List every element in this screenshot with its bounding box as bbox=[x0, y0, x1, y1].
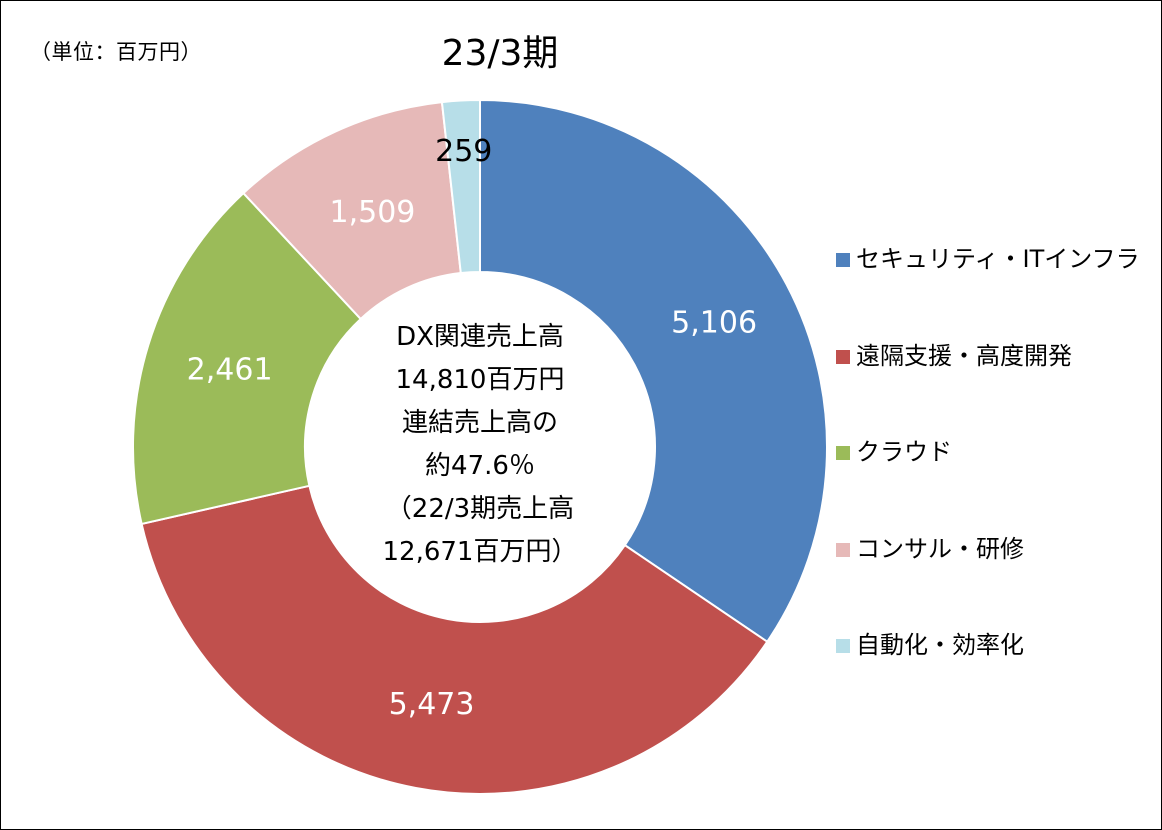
data-label-security: 5,106 bbox=[671, 305, 757, 340]
legend-item-security: セキュリティ・ITインフラ bbox=[836, 240, 1156, 337]
donut-center-text: DX関連売上高 14,810百万円 連結売上高の 約47.6％ （22/3期売上… bbox=[340, 316, 620, 574]
unit-label: （単位：百万円） bbox=[30, 40, 202, 64]
donut-slice-cloud bbox=[132, 191, 363, 526]
center-line-4: 約47.6％ bbox=[425, 451, 535, 481]
legend-item-automation: 自動化・効率化 bbox=[836, 626, 1156, 723]
data-label-cloud: 2,461 bbox=[187, 352, 273, 387]
legend-swatch-automation bbox=[836, 639, 850, 653]
legend-label-consulting: コンサル・研修 bbox=[856, 534, 1024, 563]
center-line-5: （22/3期売上高 bbox=[385, 494, 575, 524]
legend-label-remote-support: 遠隔支援・高度開発 bbox=[856, 341, 1072, 370]
donut-slice-security bbox=[479, 98, 828, 644]
center-line-2: 14,810百万円 bbox=[395, 365, 565, 395]
chart-title: 23/3期 bbox=[441, 33, 559, 74]
legend-swatch-remote-support bbox=[836, 349, 850, 364]
legend-swatch-cloud bbox=[836, 446, 850, 460]
legend-label-cloud: クラウド bbox=[856, 438, 952, 466]
legend-item-consulting: コンサル・研修 bbox=[836, 530, 1156, 627]
data-label-automation: 259 bbox=[435, 134, 492, 169]
legend-item-cloud: クラウド bbox=[836, 433, 1156, 530]
donut-slice-remote-support bbox=[140, 484, 769, 795]
legend-swatch-consulting bbox=[836, 542, 850, 557]
donut-slices bbox=[132, 98, 828, 795]
chart-legend: セキュリティ・ITインフラ 遠隔支援・高度開発 クラウド コンサル・研修 自動化… bbox=[836, 240, 1156, 723]
data-label-consulting: 1,509 bbox=[329, 195, 415, 230]
center-line-3: 連結売上高の bbox=[401, 408, 558, 438]
legend-swatch-security bbox=[836, 253, 850, 267]
donut-slice-automation bbox=[440, 98, 481, 275]
donut-data-labels: 5,106 5,473 2,461 1,509 259 bbox=[187, 134, 757, 722]
center-line-1: DX関連売上高 bbox=[396, 322, 564, 352]
center-line-6: 12,671百万円） bbox=[382, 537, 578, 567]
legend-label-automation: 自動化・効率化 bbox=[856, 631, 1024, 659]
legend-label-security: セキュリティ・ITインフラ bbox=[856, 245, 1140, 273]
data-label-remote-support: 5,473 bbox=[389, 687, 475, 722]
legend-item-remote-support: 遠隔支援・高度開発 bbox=[836, 337, 1156, 434]
